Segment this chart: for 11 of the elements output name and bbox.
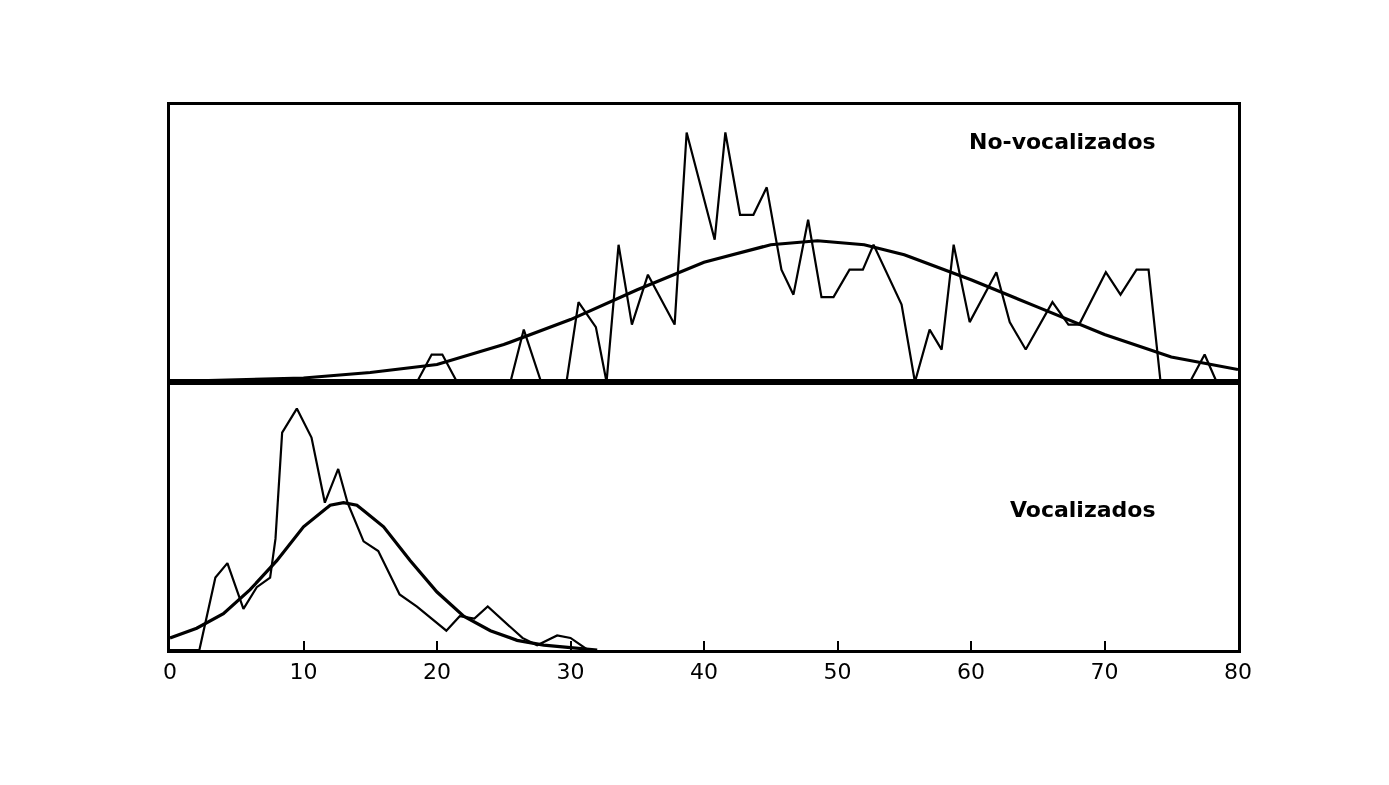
x-tick-label: 80 bbox=[1224, 659, 1252, 685]
x-tick-label: 30 bbox=[556, 659, 585, 685]
x-tick-label: 0 bbox=[163, 659, 177, 685]
x-tick-label: 50 bbox=[823, 659, 852, 685]
annotation: Vocalizados bbox=[1010, 497, 1156, 522]
x-tick-label: 70 bbox=[1090, 659, 1119, 685]
annotation: No-vocalizados bbox=[969, 129, 1156, 154]
x-tick-label: 10 bbox=[289, 659, 318, 685]
x-tick-label: 40 bbox=[690, 659, 718, 685]
x-tick-label: 60 bbox=[957, 659, 985, 685]
x-tick-label: 20 bbox=[423, 659, 451, 685]
